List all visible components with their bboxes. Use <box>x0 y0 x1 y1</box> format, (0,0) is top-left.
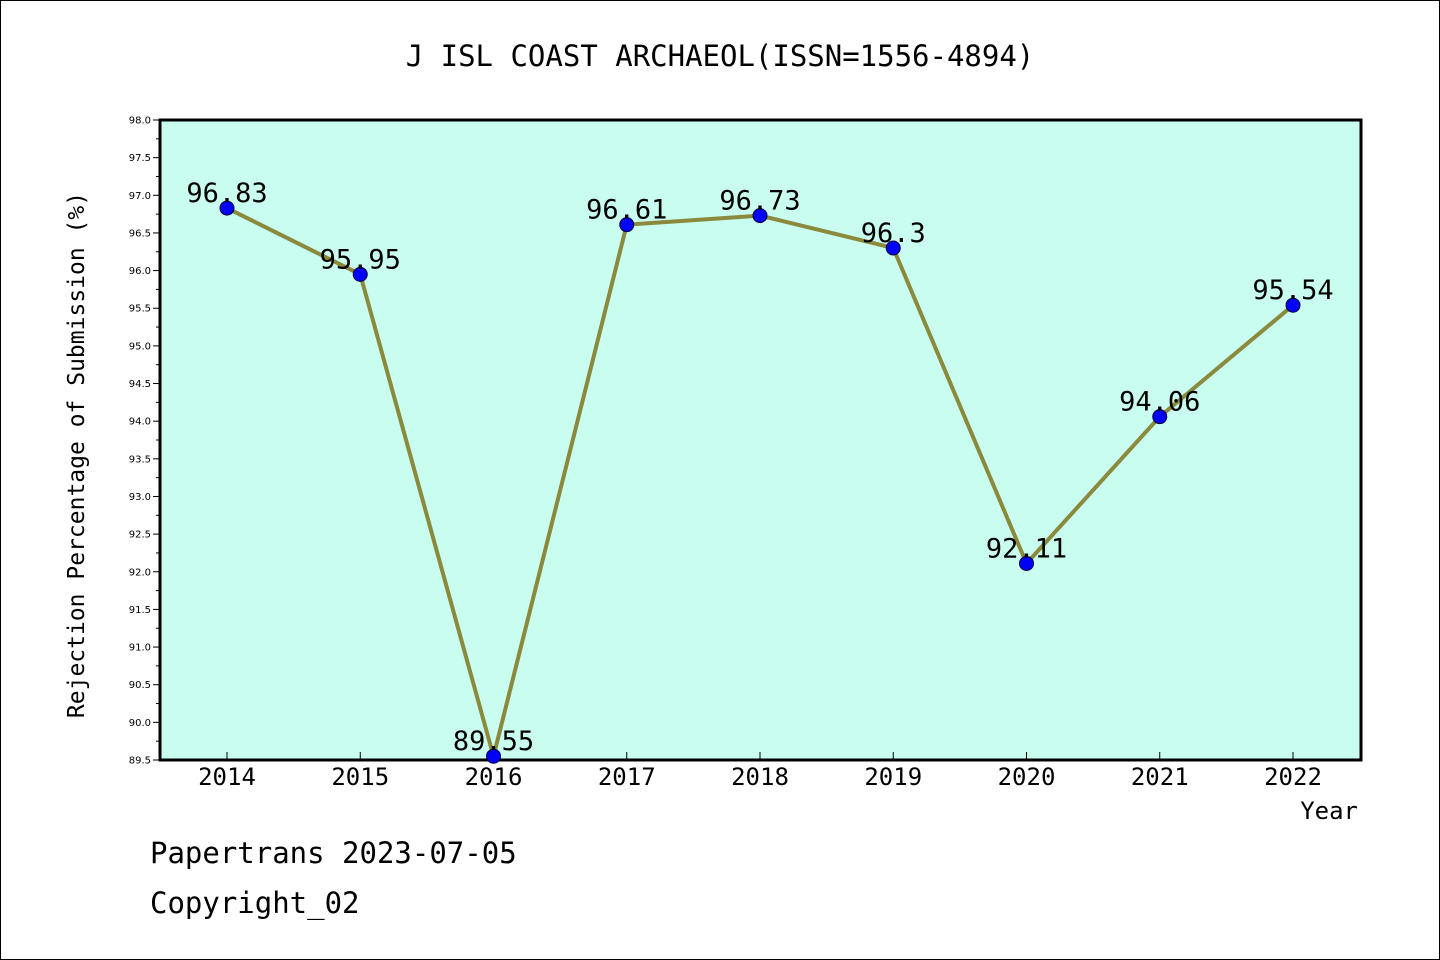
y-tick-label: 90.0 <box>129 718 151 729</box>
x-tick-label: 2014 <box>198 763 256 791</box>
x-axis: 2014 2015 2016 2017 2018 2019 2020 2021 2022 <box>198 752 1322 791</box>
x-tick-label: 2015 <box>331 763 389 791</box>
data-series <box>219 200 1301 764</box>
y-tick-label: 89.5 <box>129 756 151 767</box>
data-labels: 96.83 95.95 89.55 96.61 96.73 96.3 92.11 94.06 9… <box>186 178 1333 757</box>
y-tick-label: 92.0 <box>129 567 151 578</box>
data-label: 96.3 <box>861 218 926 249</box>
y-tick-label: 94.5 <box>129 379 151 390</box>
chart-title: J ISL COAST ARCHAEOL(ISSN=1556-4894) <box>406 39 1035 73</box>
data-label: 89.55 <box>453 726 534 757</box>
y-tick-label: 90.5 <box>129 680 151 691</box>
data-point <box>619 217 635 233</box>
y-tick-label: 94.0 <box>129 417 151 428</box>
y-tick-label: 95.5 <box>129 304 151 315</box>
x-tick-label: 2018 <box>731 763 789 791</box>
x-tick-label: 2016 <box>465 763 523 791</box>
data-point <box>1019 555 1034 571</box>
x-tick-label: 2017 <box>598 763 656 791</box>
footer-copyright: Copyright_02 <box>150 886 360 920</box>
data-label: 95.95 <box>320 244 401 275</box>
data-label: 96.73 <box>719 186 800 217</box>
footer-date: Papertrans 2023-07-05 <box>150 836 517 870</box>
data-label: 92.11 <box>986 533 1067 564</box>
y-tick-label: 95.0 <box>129 341 151 352</box>
y-tick-label: 96.5 <box>129 228 151 239</box>
y-tick-label: 91.0 <box>129 643 151 654</box>
plot-area <box>158 118 1363 762</box>
y-axis: 89.5 90.0 90.5 91.0 91.5 92.0 92.5 93.0 93.5 94.0… <box>129 116 160 767</box>
data-point <box>885 240 901 256</box>
x-tick-label: 2020 <box>998 763 1056 791</box>
data-point <box>486 748 501 764</box>
x-tick-label: 2021 <box>1131 763 1189 791</box>
y-tick-label: 97.0 <box>129 191 151 202</box>
x-tick-label: 2019 <box>864 763 922 791</box>
data-point <box>1152 409 1168 425</box>
data-point <box>1285 297 1301 313</box>
data-label: 96.83 <box>186 178 267 209</box>
data-point <box>219 200 235 216</box>
data-point <box>752 208 768 224</box>
data-label: 94.06 <box>1119 387 1200 418</box>
y-tick-label: 96.0 <box>129 266 151 277</box>
data-label: 96.61 <box>586 195 667 226</box>
y-tick-label: 91.5 <box>129 605 151 616</box>
y-tick-label: 92.5 <box>129 530 151 541</box>
y-tick-label: 93.0 <box>129 492 151 503</box>
x-tick-label: 2022 <box>1264 763 1322 791</box>
y-tick-label: 98.0 <box>129 116 151 127</box>
data-point <box>352 266 368 282</box>
y-axis-label: Rejection Percentage of Submission (%) <box>64 192 90 718</box>
data-label: 95.54 <box>1252 275 1333 306</box>
y-tick-label: 93.5 <box>129 454 151 465</box>
x-axis-label: Year <box>1300 797 1358 825</box>
y-tick-label: 97.5 <box>129 153 151 164</box>
